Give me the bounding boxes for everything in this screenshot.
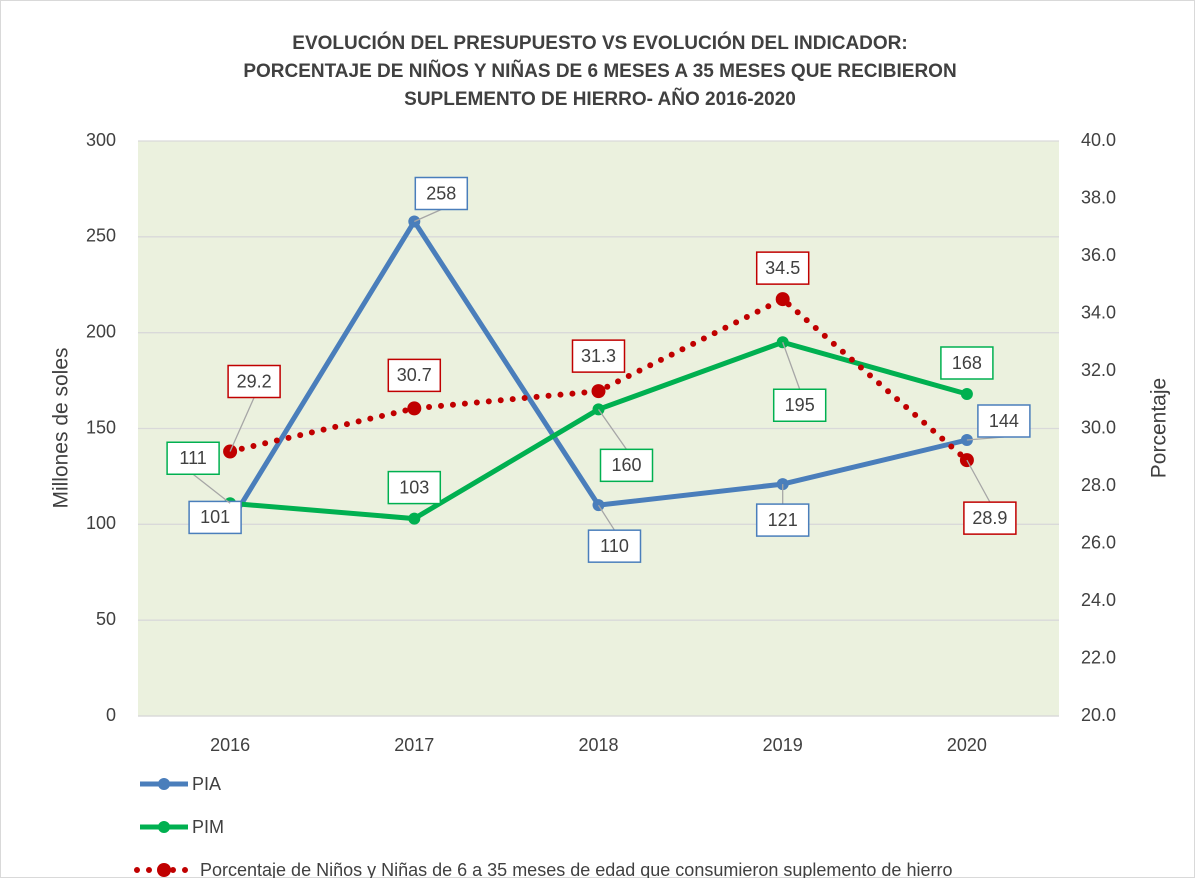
y2-tick-label: 20.0 bbox=[1081, 705, 1116, 725]
data-label: 160 bbox=[611, 455, 641, 475]
leader-line bbox=[229, 397, 255, 452]
data-label-box bbox=[755, 251, 810, 285]
legend-marker bbox=[157, 863, 171, 877]
y2-tick-label: 34.0 bbox=[1081, 302, 1116, 322]
data-label-box bbox=[188, 500, 242, 535]
data-label: 28.9 bbox=[972, 508, 1007, 528]
data-point bbox=[775, 292, 790, 307]
y2-tick-label: 32.0 bbox=[1081, 360, 1116, 380]
data-label-box bbox=[387, 358, 442, 393]
data-label-box bbox=[772, 388, 827, 422]
y2-tick-label: 24.0 bbox=[1081, 590, 1116, 610]
data-label-box bbox=[599, 448, 654, 483]
leader-line bbox=[966, 459, 991, 503]
y2-tick-label: 28.0 bbox=[1081, 475, 1116, 495]
data-label: 103 bbox=[399, 477, 429, 497]
data-label: 110 bbox=[600, 536, 629, 556]
data-label: 29.2 bbox=[237, 371, 272, 391]
data-label-box bbox=[977, 404, 1031, 438]
x-tick-label: 2020 bbox=[947, 735, 987, 755]
y-tick-label: 200 bbox=[86, 321, 116, 341]
data-label: 101 bbox=[200, 507, 230, 527]
y-tick-label: 50 bbox=[96, 609, 116, 629]
data-label: 111 bbox=[179, 448, 206, 468]
y-tick-label: 0 bbox=[106, 705, 116, 725]
y2-tick-label: 26.0 bbox=[1081, 532, 1116, 552]
y2-tick-label: 40.0 bbox=[1081, 130, 1116, 150]
data-point bbox=[960, 388, 973, 400]
y2-tick-label: 22.0 bbox=[1081, 647, 1116, 667]
legend-marker bbox=[158, 778, 170, 790]
leader-line bbox=[192, 473, 231, 504]
legend-label: PIA bbox=[192, 774, 221, 794]
legend-label: Porcentaje de Niños y Niñas de 6 a 35 me… bbox=[200, 860, 952, 878]
chart-title: PORCENTAJE DE NIÑOS Y NIÑAS DE 6 MESES A… bbox=[243, 60, 956, 82]
y2-axis-title: Porcentaje bbox=[1148, 378, 1171, 478]
legend-marker bbox=[158, 821, 170, 833]
chart-title: SUPLEMENTO DE HIERRO- AÑO 2016-2020 bbox=[404, 88, 796, 110]
x-tick-label: 2018 bbox=[578, 735, 618, 755]
y-axis-title: Millones de soles bbox=[50, 347, 73, 508]
data-label-box bbox=[227, 364, 281, 399]
y2-tick-label: 38.0 bbox=[1081, 187, 1116, 207]
x-tick-label: 2017 bbox=[394, 735, 434, 755]
data-point bbox=[407, 401, 422, 416]
data-label: 144 bbox=[989, 411, 1019, 431]
data-point bbox=[408, 512, 421, 525]
x-tick-label: 2016 bbox=[210, 735, 250, 755]
data-label: 31.3 bbox=[581, 346, 616, 366]
leader-line bbox=[597, 408, 628, 450]
y-tick-label: 100 bbox=[86, 513, 116, 533]
data-label-box bbox=[940, 346, 994, 380]
data-label-box bbox=[963, 501, 1017, 535]
data-label: 34.5 bbox=[765, 258, 800, 278]
data-label: 258 bbox=[426, 183, 456, 203]
data-label: 121 bbox=[768, 510, 798, 530]
data-label-box bbox=[571, 339, 626, 373]
data-label-box bbox=[414, 176, 469, 211]
x-tick-label: 2019 bbox=[763, 735, 803, 755]
leader-line bbox=[414, 208, 442, 223]
chart-title: EVOLUCIÓN DEL PRESUPUESTO VS EVOLUCIÓN D… bbox=[292, 32, 907, 54]
y2-tick-label: 36.0 bbox=[1081, 245, 1116, 265]
data-label-box bbox=[166, 441, 220, 475]
data-label: 195 bbox=[785, 395, 815, 415]
leader-line bbox=[597, 504, 616, 531]
y-tick-label: 150 bbox=[86, 417, 116, 437]
data-label-box bbox=[587, 529, 642, 563]
data-label: 30.7 bbox=[397, 365, 432, 385]
y2-tick-label: 30.0 bbox=[1081, 417, 1116, 437]
legend-label: PIM bbox=[192, 817, 224, 837]
data-label-box bbox=[755, 503, 810, 537]
y-tick-label: 250 bbox=[86, 226, 116, 246]
data-label: 168 bbox=[952, 353, 982, 373]
leader-line bbox=[782, 342, 801, 390]
data-point bbox=[591, 384, 606, 399]
y-tick-label: 300 bbox=[86, 130, 116, 150]
data-label-box bbox=[387, 470, 442, 505]
